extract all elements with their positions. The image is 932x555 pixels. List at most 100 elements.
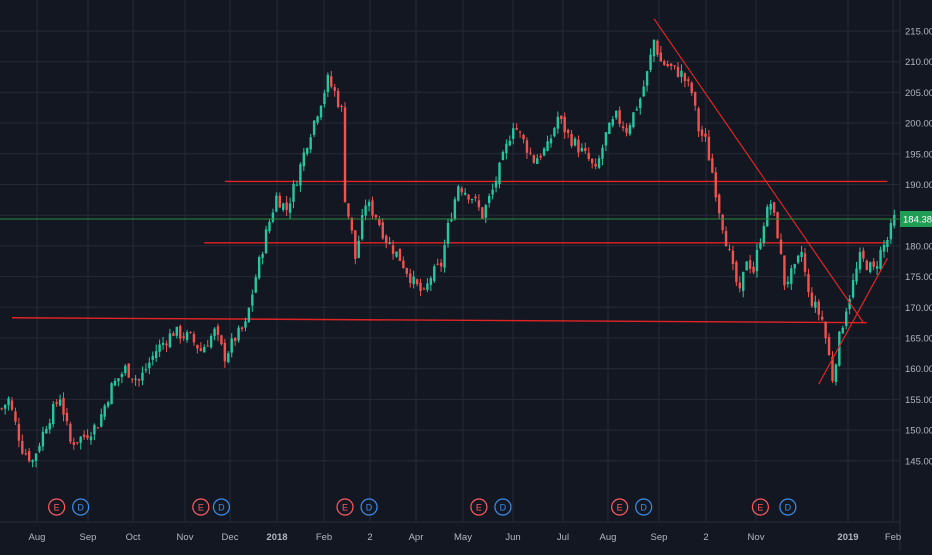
candle — [608, 122, 611, 135]
candle — [288, 203, 292, 213]
earnings-marker[interactable]: E — [48, 498, 66, 516]
candle — [144, 369, 148, 371]
candle — [58, 399, 62, 406]
candle — [487, 195, 491, 204]
candle — [316, 116, 319, 123]
candle — [693, 92, 697, 106]
candle — [800, 251, 803, 258]
candle — [855, 268, 858, 282]
candle — [718, 194, 721, 214]
price-tick-label: 160.00 — [905, 364, 932, 375]
earnings-marker[interactable]: E — [192, 498, 210, 516]
candle — [72, 442, 76, 445]
candle — [594, 163, 597, 167]
candle — [439, 262, 443, 267]
dividend-marker[interactable]: D — [635, 498, 653, 516]
dividend-marker[interactable]: D — [360, 498, 378, 516]
event-circle — [336, 498, 354, 516]
candle — [295, 184, 299, 186]
candle — [714, 172, 717, 198]
candle — [450, 219, 453, 222]
time-tick-label: Aug — [29, 532, 46, 543]
dividend-marker[interactable]: D — [212, 498, 231, 516]
earnings-marker[interactable]: E — [751, 498, 769, 516]
candle — [247, 307, 251, 322]
candle — [350, 217, 354, 231]
candle — [347, 203, 350, 217]
event-label: D — [218, 502, 225, 512]
candle — [814, 301, 817, 308]
candle — [209, 335, 213, 348]
candle — [254, 277, 257, 293]
dividend-marker[interactable]: D — [494, 498, 512, 516]
earnings-marker[interactable]: E — [611, 498, 629, 516]
time-tick-label: Aug — [600, 532, 617, 543]
candle — [786, 281, 790, 284]
candle — [834, 364, 838, 382]
candle — [577, 139, 580, 153]
candle — [676, 66, 680, 77]
candle — [601, 147, 604, 159]
candle — [402, 260, 405, 269]
candle — [309, 137, 312, 150]
candle — [745, 261, 748, 271]
candle — [711, 158, 714, 173]
candle — [621, 126, 625, 129]
price-axis[interactable]: 145.00 150.00 155.00 160.00 165.00 170.00 175.… — [905, 27, 932, 468]
candle — [323, 92, 326, 105]
candle — [409, 273, 412, 283]
price-tick-label: 165.00 — [905, 334, 932, 345]
earnings-marker[interactable]: E — [470, 498, 488, 516]
candle — [65, 412, 69, 422]
dividend-marker[interactable]: D — [72, 498, 90, 516]
price-tick-label: 195.00 — [905, 149, 932, 160]
support-resistance-lines[interactable] — [12, 180, 888, 324]
candle — [796, 255, 800, 263]
candle — [244, 321, 247, 328]
candle — [302, 152, 306, 167]
candle — [134, 378, 137, 380]
candle — [512, 128, 515, 139]
candle — [532, 155, 536, 163]
candle — [130, 378, 134, 380]
candle — [216, 326, 220, 335]
candle — [446, 222, 450, 244]
candle — [762, 226, 766, 243]
trendlines[interactable] — [653, 18, 888, 385]
support-line[interactable] — [12, 317, 867, 324]
event-label: D — [640, 502, 647, 512]
candle — [103, 405, 106, 417]
trendline[interactable] — [653, 18, 864, 323]
candle — [721, 214, 724, 231]
candle — [158, 344, 161, 352]
candle — [120, 373, 124, 377]
candle — [398, 248, 402, 261]
axes — [0, 0, 901, 550]
candle — [508, 140, 511, 146]
earnings-marker[interactable]: E — [336, 498, 354, 516]
event-label: D — [500, 502, 507, 512]
candle — [285, 202, 288, 210]
event-circle — [470, 498, 488, 516]
candle — [491, 189, 494, 195]
candle — [426, 283, 429, 290]
time-tick-label: 2 — [703, 532, 708, 543]
candle — [237, 327, 240, 341]
candle — [549, 138, 553, 144]
candle — [48, 423, 51, 430]
candle — [580, 148, 584, 152]
candle — [893, 214, 896, 226]
trendline[interactable] — [818, 257, 888, 385]
candle — [573, 138, 577, 146]
candle — [683, 73, 687, 82]
time-axis[interactable]: Aug Sep Oct Nov Dec 2018 Feb 2 Apr May Jun Jul Aug Se… — [29, 532, 902, 543]
price-tick-label: 145.00 — [905, 456, 932, 467]
candle — [113, 380, 117, 386]
candle — [611, 119, 614, 126]
event-circle — [192, 498, 210, 516]
dividend-marker[interactable]: D — [779, 498, 797, 516]
price-tick-label: 215.00 — [905, 27, 932, 38]
candle — [52, 403, 55, 425]
